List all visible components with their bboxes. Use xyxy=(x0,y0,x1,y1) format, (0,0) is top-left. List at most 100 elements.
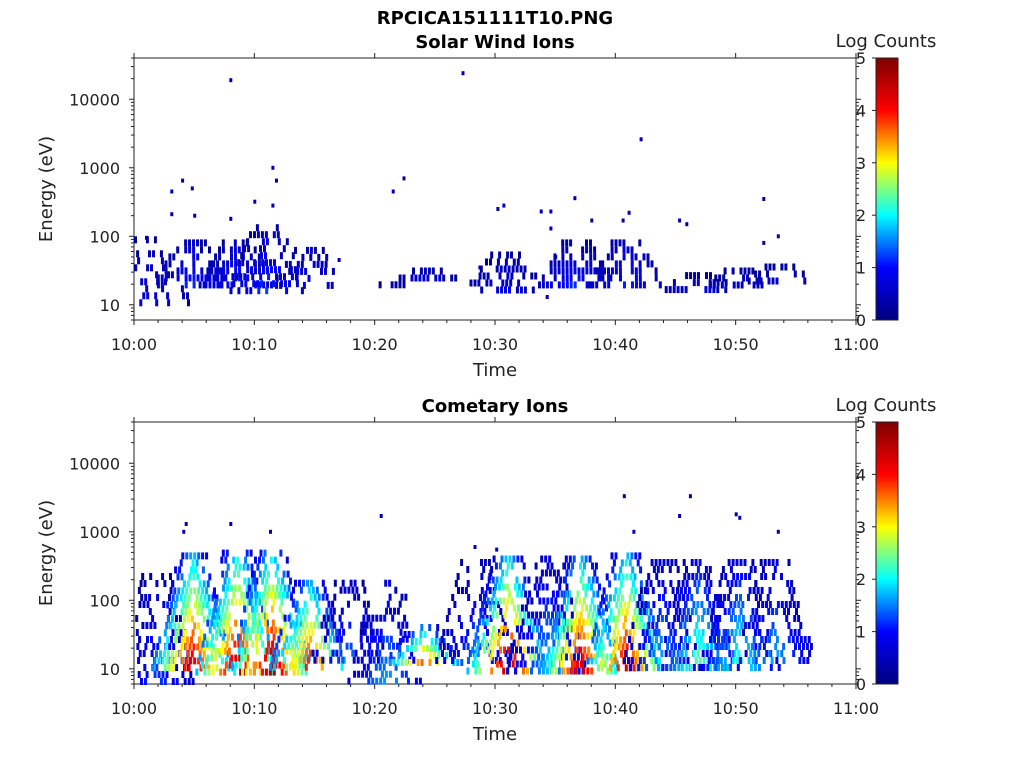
data-cell xyxy=(279,252,283,260)
data-cell xyxy=(456,650,460,657)
data-cell xyxy=(267,647,271,655)
data-cell xyxy=(182,292,185,300)
data-cell xyxy=(638,657,642,664)
data-cell xyxy=(690,559,694,566)
data-cell xyxy=(146,264,150,272)
data-cell xyxy=(495,576,499,584)
data-cell xyxy=(539,611,543,619)
data-cell xyxy=(727,636,731,643)
data-cell xyxy=(153,671,157,678)
x-tick-label: 11:00 xyxy=(833,699,879,718)
data-cell xyxy=(782,643,786,650)
data-cell xyxy=(198,281,202,289)
data-cell xyxy=(234,598,238,606)
data-cell xyxy=(410,274,414,282)
data-cell xyxy=(768,636,771,643)
data-cell xyxy=(552,569,556,577)
data-cell xyxy=(587,611,591,619)
data-cell xyxy=(751,267,755,275)
data-cell xyxy=(712,601,716,608)
data-cell xyxy=(225,570,229,578)
data-cell xyxy=(522,632,526,640)
data-cell xyxy=(798,657,802,664)
data-cell xyxy=(287,614,291,622)
data-cell xyxy=(565,274,569,282)
data-cell xyxy=(789,629,793,636)
data-cell xyxy=(565,653,568,661)
data-cell xyxy=(566,618,569,626)
data-cell xyxy=(647,636,651,643)
data-cell xyxy=(299,642,303,650)
data-cell xyxy=(522,272,526,280)
data-cell xyxy=(657,580,661,587)
data-cell xyxy=(418,638,422,645)
data-cell xyxy=(422,274,426,282)
data-cell xyxy=(666,608,670,615)
data-cell xyxy=(699,573,703,580)
data-cell xyxy=(202,281,206,289)
data-cell xyxy=(591,611,595,619)
data-cell xyxy=(363,649,367,657)
data-cell xyxy=(696,566,700,573)
data-cell xyxy=(791,636,795,643)
data-cell xyxy=(297,649,301,657)
colorbar-gradient xyxy=(875,421,899,685)
data-cell xyxy=(462,643,466,650)
data-cell xyxy=(199,629,203,637)
data-cell xyxy=(468,650,472,657)
data-cell xyxy=(258,633,262,641)
data-cell xyxy=(185,657,189,665)
data-cell xyxy=(252,280,256,288)
data-cell xyxy=(670,643,674,650)
data-cell xyxy=(531,611,535,619)
data-cell xyxy=(375,614,379,622)
data-cell xyxy=(634,657,638,665)
data-cell xyxy=(536,590,539,598)
data-cell xyxy=(253,231,256,239)
data-cell xyxy=(552,660,556,668)
data-cell xyxy=(715,594,719,601)
data-cell xyxy=(569,618,573,626)
data-cell xyxy=(698,559,702,566)
data-cell xyxy=(593,629,596,637)
y-tick-label: 10000 xyxy=(69,454,120,473)
data-cell xyxy=(681,580,685,587)
data-cell xyxy=(554,597,558,605)
data-cell xyxy=(246,619,249,627)
data-cell xyxy=(530,597,534,605)
data-point xyxy=(502,203,506,208)
data-cell xyxy=(649,608,653,616)
data-cell xyxy=(656,615,660,622)
data-cell xyxy=(474,632,478,640)
data-cell xyxy=(161,285,165,293)
data-cell xyxy=(771,608,775,615)
data-cell xyxy=(192,246,196,254)
data-point xyxy=(184,522,188,526)
data-cell xyxy=(531,286,535,294)
data-point xyxy=(391,189,395,194)
data-cell xyxy=(606,253,610,261)
data-cell xyxy=(657,664,660,671)
data-cell xyxy=(747,267,751,275)
data-cell xyxy=(629,664,633,671)
data-cell xyxy=(578,632,582,640)
data-cell xyxy=(136,643,140,650)
data-cell xyxy=(289,593,293,601)
data-cell xyxy=(352,656,356,664)
data-cell xyxy=(164,274,168,282)
data-cell xyxy=(560,625,564,633)
data-cell xyxy=(549,260,553,268)
data-cell xyxy=(221,246,225,254)
data-cell xyxy=(581,618,585,626)
data-cell xyxy=(632,594,636,602)
data-cell xyxy=(655,636,658,644)
data-cell xyxy=(752,636,756,643)
data-cell xyxy=(152,643,156,650)
data-cell xyxy=(626,246,630,254)
data-cell xyxy=(508,555,512,563)
data-cell xyxy=(693,643,697,650)
data-cell xyxy=(740,281,744,289)
data-cell xyxy=(631,566,635,574)
data-cell xyxy=(738,657,742,664)
data-cell xyxy=(384,670,388,678)
